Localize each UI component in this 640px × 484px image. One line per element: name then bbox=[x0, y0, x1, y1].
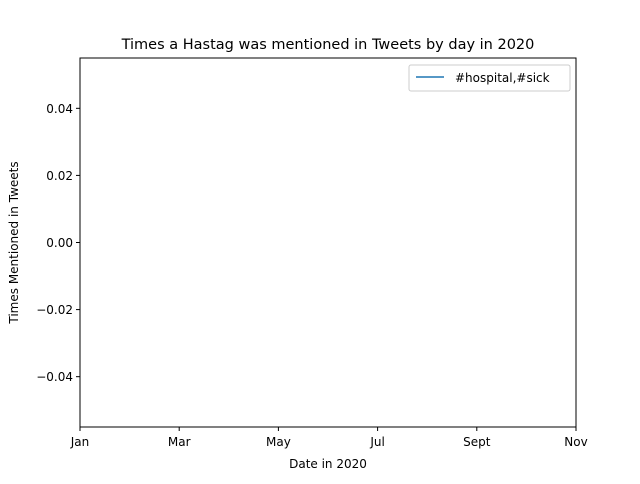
x-axis-ticks: Jan Mar May Jul Sept Nov bbox=[70, 427, 588, 449]
y-tick-label: −0.04 bbox=[36, 370, 73, 384]
x-tick-label: Jan bbox=[70, 435, 90, 449]
y-axis-ticks: 0.04 0.02 0.00 −0.02 −0.04 bbox=[36, 102, 80, 384]
chart-title: Times a Hastag was mentioned in Tweets b… bbox=[121, 37, 535, 53]
x-axis-label: Date in 2020 bbox=[289, 457, 367, 471]
plot-frame bbox=[79, 57, 577, 428]
y-tick-label: 0.00 bbox=[46, 236, 73, 250]
legend: #hospital,#sick bbox=[408, 64, 571, 92]
x-tick-label: May bbox=[266, 435, 291, 449]
plot-area bbox=[80, 58, 576, 427]
x-tick-label: Sept bbox=[463, 435, 491, 449]
y-tick-label: 0.02 bbox=[46, 169, 73, 183]
y-axis-label: Times Mentioned in Tweets bbox=[7, 161, 21, 324]
y-tick-label: −0.02 bbox=[36, 303, 73, 317]
legend-label: #hospital,#sick bbox=[455, 71, 550, 85]
x-tick-label: Mar bbox=[168, 435, 191, 449]
legend-box bbox=[408, 64, 571, 92]
y-tick-label: 0.04 bbox=[46, 102, 73, 116]
x-tick-label: Nov bbox=[564, 435, 587, 449]
x-tick-label: Jul bbox=[369, 435, 384, 449]
